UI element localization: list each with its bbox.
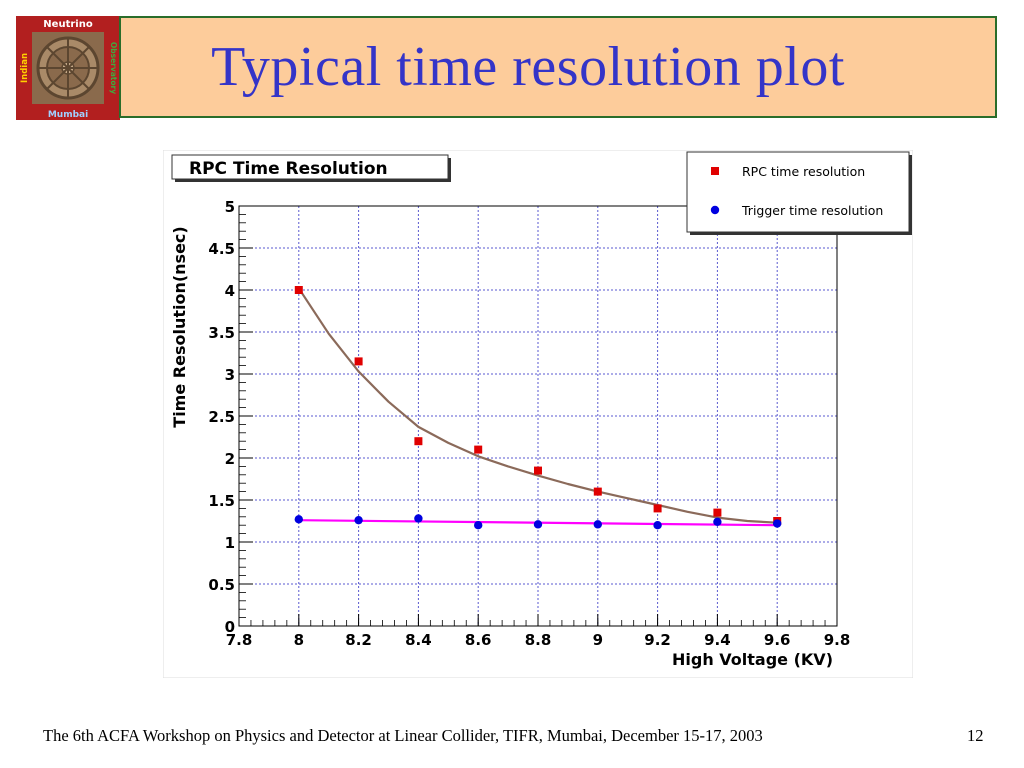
trigger-data-point <box>533 520 543 529</box>
logo-right-text: Observatory <box>109 42 118 94</box>
x-tick-label: 8 <box>294 631 304 649</box>
y-tick-label: 0 <box>225 618 235 636</box>
y-tick-label: 2 <box>225 450 235 468</box>
y-tick-label: 3.5 <box>208 324 235 342</box>
rpc-data-point <box>534 466 542 475</box>
x-tick-label: 9 <box>593 631 603 649</box>
y-tick-label: 1.5 <box>208 492 235 510</box>
x-tick-label: 8.4 <box>405 631 432 649</box>
x-tick-label: 9.8 <box>824 631 851 649</box>
legend-label-rpc: RPC time resolution <box>742 164 865 179</box>
trigger-data-point <box>773 519 782 528</box>
point-layer <box>294 286 782 530</box>
logo-top-text: Neutrino <box>43 19 93 30</box>
slide-title: Typical time resolution plot <box>211 36 845 98</box>
y-tick-label: 1 <box>225 534 235 552</box>
rpc-data-point <box>474 445 483 454</box>
y-tick-label: 4 <box>225 282 235 300</box>
x-tick-label: 9.2 <box>644 631 671 649</box>
logo-left-text: Indian <box>20 53 30 83</box>
trigger-data-point <box>474 521 483 530</box>
x-tick-label: 8.6 <box>465 631 492 649</box>
chart-title-box <box>171 154 449 180</box>
trigger-data-point <box>653 521 662 530</box>
x-tick-label: 8.2 <box>345 631 372 649</box>
trigger-data-point <box>294 515 303 524</box>
page-number: 12 <box>967 726 984 745</box>
rpc-data-point <box>593 487 602 496</box>
y-tick-label: 0.5 <box>208 576 235 594</box>
legend-marker-trigger <box>710 205 720 215</box>
trigger-data-point <box>354 515 363 525</box>
rpc-fit-curve <box>297 287 778 524</box>
y-tick-label: 4.5 <box>208 240 235 258</box>
title-banner: Typical time resolution plot <box>119 16 997 118</box>
ino-logo-graphic: Neutrino Mumbai Indian Observatory <box>16 16 120 120</box>
chart-title: RPC Time Resolution <box>189 159 388 179</box>
rpc-data-point <box>294 286 303 294</box>
trigger-data-point <box>713 517 722 527</box>
x-tick-label: 8.8 <box>525 631 552 649</box>
grid-layer <box>239 206 837 626</box>
legend-marker-rpc <box>711 167 719 175</box>
y-axis-label: Time Resolution(nsec) <box>170 226 189 427</box>
y-tick-label: 3 <box>225 366 235 384</box>
x-tick-label: 7.8 <box>226 631 253 649</box>
rpc-data-point <box>713 508 722 517</box>
x-axis-label: High Voltage (KV) <box>672 650 833 669</box>
legend-box <box>686 151 910 233</box>
rpc-data-point <box>414 437 423 446</box>
tick-layer: 7.8 8 8.2 8.4 8.6 8.8 9 9.2 9.4 9.6 9.8 0 0.5 1 1.5 2 2.… <box>208 198 850 649</box>
trigger-data-point <box>414 514 423 523</box>
chart-container: 7.8 8 8.2 8.4 8.6 8.8 9 9.2 9.4 9.6 9.8 0 0.5 1 1.5 2 2.… <box>162 149 914 679</box>
y-tick-label: 5 <box>225 198 235 216</box>
legend-label-trigger: Trigger time resolution <box>741 203 883 218</box>
rpc-data-point <box>653 504 662 513</box>
y-tick-label: 2.5 <box>208 408 235 426</box>
x-tick-label: 9.4 <box>704 631 731 649</box>
x-tick-label: 9.6 <box>764 631 791 649</box>
time-resolution-chart: 7.8 8 8.2 8.4 8.6 8.8 9 9.2 9.4 9.6 9.8 0 0.5 1 1.5 2 2.… <box>162 149 914 679</box>
ino-logo: Neutrino Mumbai Indian Observatory <box>16 16 120 120</box>
footer-text: The 6th ACFA Workshop on Physics and Det… <box>43 726 763 745</box>
logo-bottom-text: Mumbai <box>48 110 88 120</box>
trigger-data-point <box>593 520 602 529</box>
rpc-data-point <box>354 357 363 366</box>
